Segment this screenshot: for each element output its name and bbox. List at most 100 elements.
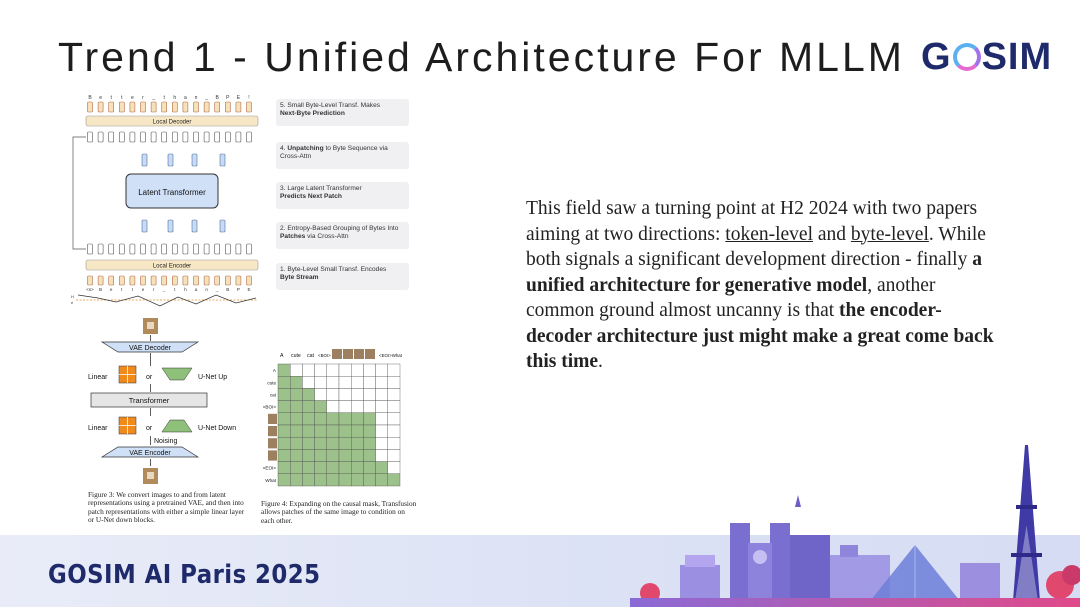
input-byte-box	[150, 275, 157, 286]
mask-cell	[326, 436, 340, 450]
decoder-hidden-box	[150, 131, 157, 143]
mask-cell	[326, 400, 340, 413]
output-byte-box	[193, 101, 199, 113]
mask-cell	[338, 412, 352, 426]
mask-cell	[326, 449, 340, 462]
blt-step-2: 2. Entropy-Based Grouping of Bytes Into …	[276, 222, 409, 249]
mask-cell	[290, 363, 303, 377]
top-char-label: B	[216, 95, 220, 101]
decoder-hidden-box	[246, 131, 252, 143]
mask-row-label: cute	[267, 380, 276, 385]
local-encoder-box	[85, 259, 259, 271]
latent-transformer-label: Latent Transformer	[138, 188, 206, 197]
mask-cell	[387, 388, 401, 401]
logo-ring-icon	[952, 43, 981, 71]
body-text-1: This field saw a turning point at H2 202…	[526, 198, 978, 245]
mask-cell	[326, 363, 340, 377]
bottom-char-label: t	[121, 287, 123, 292]
mask-cell	[302, 436, 315, 450]
mask-cell	[290, 424, 303, 438]
top-char-label: t	[121, 95, 123, 101]
byte-level-link[interactable]: byte-level	[850, 223, 929, 245]
encoder-hidden-box	[161, 243, 167, 255]
unet-up-icon	[161, 367, 193, 381]
mask-cell	[338, 436, 352, 450]
top-char-label: P	[226, 95, 230, 101]
mask-cell	[350, 449, 364, 462]
token-level-link[interactable]: token-level	[725, 223, 814, 245]
patch-thumbnail	[343, 349, 353, 359]
mask-cell	[290, 436, 303, 450]
top-char-label: e	[131, 95, 134, 101]
mask-cell	[326, 388, 340, 401]
bottom-char-label: a	[195, 287, 198, 292]
mask-cell	[302, 412, 315, 426]
mask-col-label: cute	[291, 353, 301, 359]
top-char-label: B	[88, 95, 92, 101]
decoder-hidden-box	[161, 131, 167, 143]
vae-decoder-shape	[100, 341, 200, 353]
mask-cell	[350, 376, 364, 389]
mask-cell	[375, 388, 388, 401]
mask-cell	[338, 449, 352, 462]
mask-row-label: What	[265, 478, 276, 483]
paris-skyline-illustration	[630, 445, 1080, 607]
mask-cell	[326, 412, 340, 426]
mask-cell	[302, 376, 315, 389]
mask-cell	[314, 388, 327, 401]
logo-letters-sim: SIM	[981, 36, 1053, 78]
mask-cell	[375, 363, 388, 377]
mask-cell	[338, 388, 352, 401]
mask-cell	[350, 412, 364, 426]
mask-cell	[363, 449, 376, 462]
mask-cell	[350, 400, 364, 413]
output-byte-box	[140, 101, 146, 113]
input-byte-box	[140, 275, 146, 286]
mask-cell	[290, 388, 303, 401]
decoder-hidden-box	[97, 131, 104, 143]
output-byte-box	[235, 101, 242, 113]
mask-cell	[314, 400, 327, 413]
input-byte-box	[214, 275, 220, 286]
mask-cell	[375, 473, 388, 487]
output-byte-box	[182, 101, 189, 113]
mask-cell	[302, 424, 315, 438]
top-char-label: E	[237, 95, 241, 101]
mask-cell	[302, 449, 315, 462]
linear-label-top: Linear	[88, 374, 108, 381]
latent-transformer-box	[125, 173, 219, 209]
mask-cell	[277, 436, 291, 450]
top-char-label: n	[195, 95, 198, 101]
body-paragraph: This field saw a turning point at H2 202…	[526, 196, 996, 375]
mask-cell	[363, 376, 376, 389]
mask-cell	[314, 412, 327, 426]
mask-cell	[387, 449, 401, 462]
bottom-char-label: _	[162, 287, 166, 292]
mask-cell	[326, 424, 340, 438]
mask-row-label: <EOI>	[263, 466, 277, 471]
bottom-char-label: e	[142, 287, 145, 292]
decoder-hidden-box	[87, 131, 93, 143]
mask-cell	[363, 363, 376, 377]
mask-cell	[326, 376, 340, 389]
mask-cell	[375, 400, 388, 413]
decoder-hidden-box	[140, 131, 146, 143]
decoder-hidden-box	[193, 131, 199, 143]
mask-cell	[363, 400, 376, 413]
encoder-hidden-box	[118, 243, 125, 255]
or-label-top: or	[146, 374, 153, 381]
mask-cell	[387, 400, 401, 413]
top-char-label: !	[248, 95, 249, 101]
mask-cell	[350, 436, 364, 450]
mask-cell	[314, 424, 327, 438]
encoder-hidden-box	[97, 243, 104, 255]
mask-cell	[277, 388, 291, 401]
body-text-2: and	[813, 223, 851, 245]
mask-cell	[363, 436, 376, 450]
mask-cell	[277, 473, 291, 487]
output-byte-box	[246, 101, 252, 113]
noising-label: Noising	[154, 438, 177, 445]
output-byte-box	[172, 101, 178, 113]
patch-thumbnail	[332, 349, 342, 359]
transformer-label: Transformer	[129, 396, 170, 405]
